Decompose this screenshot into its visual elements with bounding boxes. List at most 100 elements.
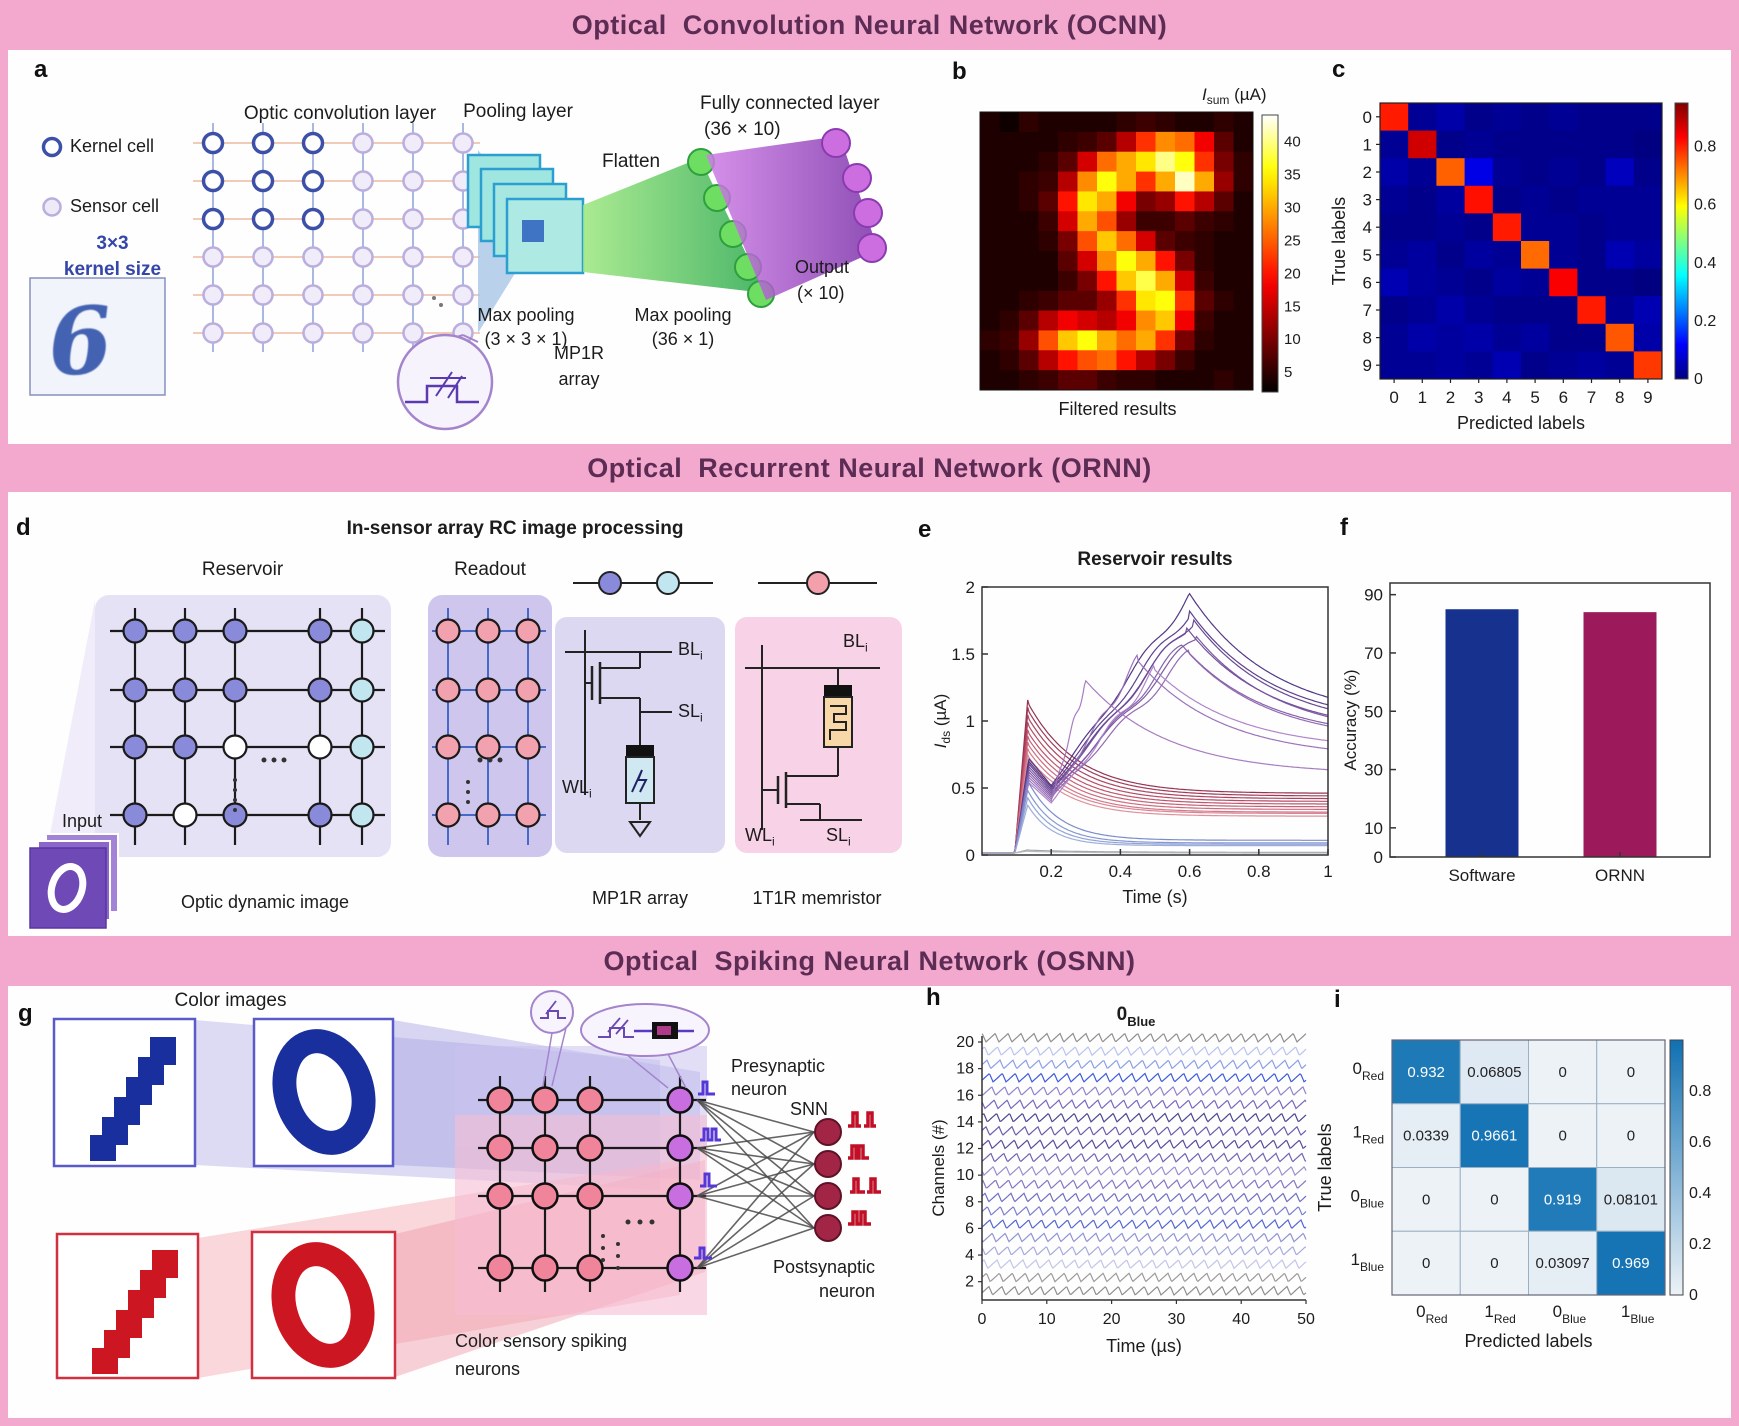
svg-text:Time (s): Time (s) [1122,887,1187,907]
color-image-blue-1 [52,1017,197,1168]
svg-text:0Red: 0Red [1353,1059,1384,1083]
t1r-memristor-caption: 1T1R memristor [752,888,882,908]
svg-text:5: 5 [1284,364,1292,381]
svg-text:Isum (µA): Isum (µA) [1202,85,1267,107]
optic-dynamic-image-label: Optic dynamic image [180,892,350,912]
svg-text:Software: Software [1448,866,1515,885]
panel-b-letter: b [952,58,967,85]
reservoir-box [95,595,391,857]
color-sensory-grid [478,1076,706,1292]
svg-text:0.6: 0.6 [1694,197,1716,214]
svg-text:30: 30 [1284,199,1301,216]
svg-text:3: 3 [1474,388,1483,407]
mnist-digit-6: 6 [44,285,116,398]
svg-text:Channels (#): Channels (#) [930,1119,948,1216]
magnifier-phototransistor [530,990,574,1087]
digit-6-box [29,277,166,396]
mp1r-legend-icon [573,571,713,595]
postsynaptic-label-1: Postsynaptic [772,1257,875,1277]
panel-e-letter: e [918,516,932,543]
banner-ornn-title: Optical Recurrent Neural Network (ORNN) [587,452,1152,483]
svg-text:1: 1 [966,712,975,731]
svg-text:0Red: 0Red [1416,1302,1447,1326]
svg-text:0: 0 [1422,1191,1430,1208]
svg-text:0.8: 0.8 [1247,862,1271,881]
svg-text:0Blue: 0Blue [1117,1004,1156,1029]
input-image-stack [29,833,119,929]
svg-text:0.4: 0.4 [1694,255,1716,272]
svg-text:0.5: 0.5 [951,779,975,798]
svg-text:Predicted labels: Predicted labels [1464,1331,1592,1351]
flatten-cone [583,158,765,293]
output-label-2: (× 10) [797,283,845,303]
svg-text:0.03097: 0.03097 [1536,1255,1590,1272]
svg-text:18: 18 [956,1061,974,1078]
svg-text:9: 9 [1363,356,1372,375]
maxpool1-label-2: (3 × 3 × 1) [484,329,568,349]
rc-title: In-sensor array RC image processing [346,518,684,539]
sl-label-t1r: SLi [826,825,851,849]
svg-text:1Blue: 1Blue [1621,1302,1655,1326]
svg-text:0: 0 [1422,1255,1430,1272]
svg-text:30: 30 [1168,1311,1186,1328]
svg-text:0: 0 [1627,1128,1635,1145]
svg-text:0.4: 0.4 [1689,1185,1711,1202]
readout-grid [432,608,546,845]
maxpool1-label-1: Max pooling [477,305,575,325]
svg-text:0.9661: 0.9661 [1471,1128,1517,1145]
magnifier-photomemristor [580,1003,710,1089]
mp1r-array-label-1: MP1R [553,343,604,363]
chart-h-channel-waveforms: 2 4 6 8 10 12 14 16 18 20 0 10 20 30 40 50 Time (µs) Chan… [930,1004,1315,1356]
presynaptic-label-1: Presynaptic [731,1056,826,1076]
color-image-blue-0 [252,1017,395,1168]
svg-text:90: 90 [1364,586,1383,605]
panel-a-letter: a [34,56,48,83]
svg-text:25: 25 [1284,232,1301,249]
svg-text:16: 16 [956,1087,974,1104]
svg-text:0: 0 [1689,1287,1698,1304]
svg-text:4: 4 [965,1247,974,1264]
panel-f-letter: f [1340,514,1348,541]
svg-text:0: 0 [1627,1064,1635,1081]
svg-text:2: 2 [1363,163,1372,182]
postsynaptic-neurons [814,1118,842,1242]
svg-text:Time (µs): Time (µs) [1106,1336,1182,1356]
t1r-circuit [735,617,902,853]
svg-text:0: 0 [1558,1128,1566,1145]
color-sensory-label-1: Color sensory spiking [455,1331,628,1351]
chart-e-reservoir-lines: 0 0.5 1 1.5 2 0.2 0.4 0.6 0.8 1 Time (s) Reservoir … [931,549,1333,907]
svg-text:15: 15 [1284,298,1301,315]
svg-text:0.8: 0.8 [1689,1083,1711,1100]
bl-label-t1r: BLi [843,631,868,655]
svg-text:0.919: 0.919 [1544,1191,1582,1208]
banner-ornn: Optical Recurrent Neural Network (ORNN) [0,444,1739,492]
svg-text:4: 4 [1363,218,1372,237]
chart-i-confusion-matrix: 0.932 0.06805 0 0 0.0339 0.9661 0 0 0 0 0.919 0.081… [1315,1039,1711,1351]
svg-text:1.5: 1.5 [951,645,975,664]
chart-b-filtered-heatmap: 5 10 15 20 25 30 35 40 Isum (µA) [979,85,1301,393]
reservoir-dots [233,757,503,812]
reservoir-label: Reservoir [201,559,284,580]
mp1r-array-caption: MP1R array [591,888,689,908]
svg-text:50: 50 [1364,702,1383,721]
svg-text:0: 0 [1389,388,1398,407]
banner-ocnn: Optical Convolution Neural Network (OCNN… [0,0,1739,50]
svg-text:4: 4 [1502,388,1511,407]
svg-text:20: 20 [1103,1311,1121,1328]
mp1r-circuit [555,617,725,853]
svg-text:9: 9 [1643,388,1652,407]
color-images-label: Color images [174,990,287,1011]
svg-text:1Red: 1Red [1353,1123,1384,1147]
svg-text:50: 50 [1297,1311,1315,1328]
sl-label-mp1r: SLi [678,701,703,725]
kernel-size-line2: kernel size [63,259,162,280]
sensory-grid-dots [601,1219,655,1270]
svg-text:20: 20 [956,1034,974,1051]
svg-text:0: 0 [1558,1064,1566,1081]
svg-text:0Blue: 0Blue [1553,1302,1587,1326]
svg-text:40: 40 [1232,1311,1250,1328]
input-label: Input [62,811,103,831]
panel-h-letter: h [926,984,941,1011]
svg-text:8: 8 [1615,388,1624,407]
